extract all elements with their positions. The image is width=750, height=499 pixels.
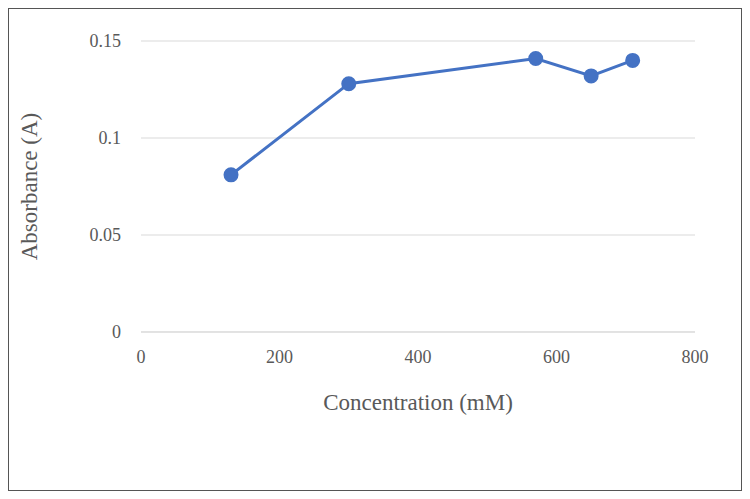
svg-text:0.05: 0.05: [90, 225, 122, 245]
svg-text:400: 400: [405, 347, 432, 367]
svg-text:Absorbance (A): Absorbance (A): [17, 113, 42, 261]
svg-text:0: 0: [112, 322, 121, 342]
svg-text:800: 800: [682, 347, 709, 367]
svg-text:600: 600: [543, 347, 570, 367]
svg-text:Concentration (mM): Concentration (mM): [323, 390, 513, 415]
svg-text:200: 200: [266, 347, 293, 367]
svg-text:0: 0: [137, 347, 146, 367]
svg-text:0.1: 0.1: [99, 128, 122, 148]
svg-text:0.15: 0.15: [90, 31, 122, 51]
